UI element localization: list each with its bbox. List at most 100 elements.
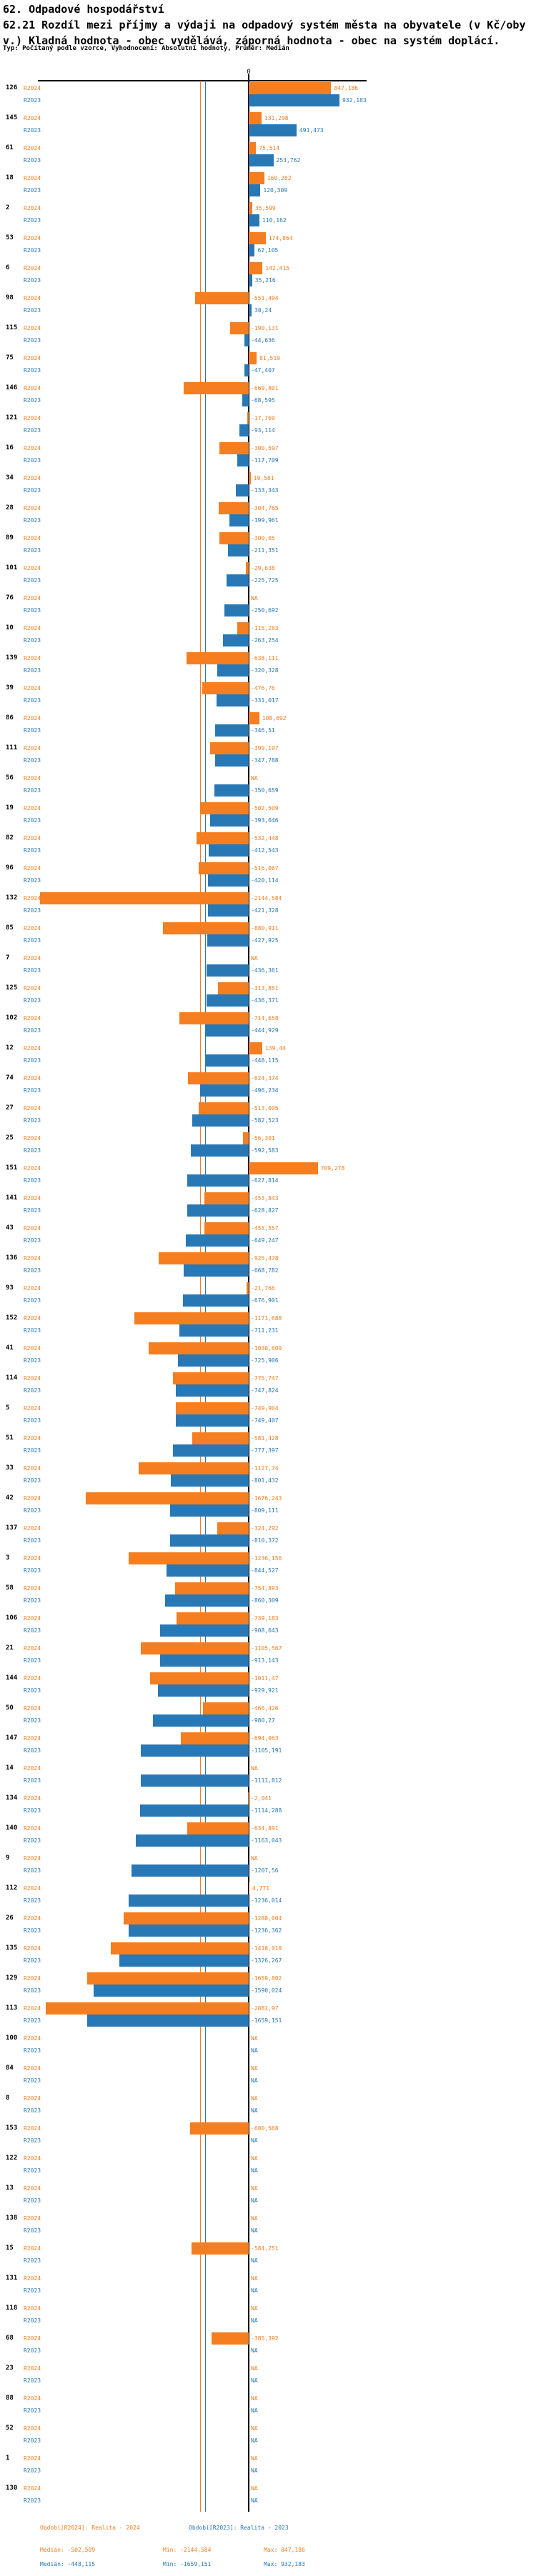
series-label-r2024: R2024 [24, 1795, 41, 1802]
value-label-r2024: -1418,019 [251, 1945, 282, 1952]
bar-r2024 [190, 2122, 249, 2135]
row-id-label: 34 [6, 474, 14, 481]
series-label-r2023: R2023 [24, 1807, 41, 1814]
bar-r2024 [86, 1972, 249, 1985]
bar-r2023 [160, 1624, 249, 1637]
row-id-label: 12 [6, 1044, 14, 1052]
series-label-r2023: R2023 [24, 187, 41, 194]
series-label-r2023: R2023 [24, 2167, 41, 2174]
series-label-r2023: R2023 [24, 1297, 41, 1304]
series-label-r2023: R2023 [24, 1087, 41, 1094]
value-label-r2023: 932,183 [342, 97, 367, 104]
value-label-r2023: -346,51 [251, 727, 275, 734]
bar-r2023 [214, 724, 249, 737]
value-label-r2024: -600,568 [251, 2125, 279, 2132]
series-label-r2024: R2024 [24, 745, 41, 752]
legend-median-r2024: Medián: -502,509 [40, 2547, 96, 2553]
value-label-r2024: -880,911 [251, 925, 279, 932]
row-id-label: 102 [6, 1014, 18, 1022]
row-id-label: 68 [6, 2335, 14, 2342]
series-label-r2024: R2024 [24, 415, 41, 421]
value-label-r2023: -250,692 [251, 607, 279, 614]
bar-r2024 [199, 1102, 249, 1114]
value-label-r2024: NA [251, 2155, 258, 2162]
series-label-r2024: R2024 [24, 2005, 41, 2012]
bar-r2023 [223, 634, 249, 647]
row-id-label: 84 [6, 2065, 14, 2072]
row-id-label: 130 [6, 2485, 18, 2492]
bar-r2023 [185, 1234, 249, 1247]
bar-r2024 [230, 322, 249, 334]
row-id-label: 28 [6, 504, 14, 511]
value-label-r2024: -669,801 [251, 385, 279, 391]
legend-min-r2023: Min: -1659,151 [163, 2561, 212, 2567]
row-id-label: 18 [6, 174, 14, 181]
row-id-label: 139 [6, 654, 18, 662]
series-label-r2024: R2024 [24, 1915, 41, 1922]
bar-r2023 [175, 1414, 249, 1427]
bar-r2023 [140, 1774, 249, 1787]
value-label-r2023: -1326,267 [251, 1957, 282, 1964]
value-label-r2023: NA [251, 2077, 258, 2084]
row-id-label: 39 [6, 684, 14, 692]
bar-r2024 [237, 622, 249, 634]
row-id-label: 8 [6, 2095, 10, 2102]
value-label-r2023: -436,361 [251, 967, 279, 974]
bar-r2023 [237, 454, 249, 466]
bar-r2023 [210, 814, 249, 827]
row-id-label: 14 [6, 1764, 14, 1772]
legend-median-r2023: Medián: -448,115 [40, 2561, 96, 2567]
series-label-r2023: R2023 [24, 1837, 41, 1844]
bar-r2024 [211, 2332, 249, 2345]
value-label-r2023: -810,372 [251, 1537, 279, 1544]
series-label-r2023: R2023 [24, 937, 41, 944]
series-label-r2023: R2023 [24, 1207, 41, 1214]
series-label-r2024: R2024 [24, 1645, 41, 1652]
series-label-r2023: R2023 [24, 2287, 41, 2294]
series-label-r2023: R2023 [24, 397, 41, 404]
series-label-r2024: R2024 [24, 325, 41, 331]
value-label-r2023: 30,24 [254, 307, 272, 314]
value-label-r2024: 160,282 [267, 175, 292, 181]
series-label-r2024: R2024 [24, 265, 41, 271]
value-label-r2024: NA [251, 2095, 258, 2102]
series-label-r2023: R2023 [24, 757, 41, 764]
bar-r2024 [245, 562, 249, 574]
series-label-r2023: R2023 [24, 1687, 41, 1694]
bar-r2024 [249, 1162, 318, 1174]
value-label-r2024: -694,063 [251, 1735, 279, 1742]
row-id-label: 131 [6, 2275, 18, 2282]
row-id-label: 25 [6, 1134, 14, 1142]
series-label-r2023: R2023 [24, 847, 41, 854]
row-id-label: 132 [6, 894, 18, 902]
value-label-r2023: NA [251, 2047, 258, 2054]
bar-r2023 [249, 184, 261, 196]
series-label-r2024: R2024 [24, 1555, 41, 1562]
bar-r2024 [181, 1732, 249, 1744]
value-label-r2023: -47,407 [251, 367, 275, 374]
series-label-r2024: R2024 [24, 625, 41, 631]
series-label-r2023: R2023 [24, 1567, 41, 1574]
series-label-r2023: R2023 [24, 2317, 41, 2324]
series-label-r2023: R2023 [24, 637, 41, 644]
series-label-r2023: R2023 [24, 1357, 41, 1364]
series-label-r2023: R2023 [24, 367, 41, 374]
bar-r2023 [249, 244, 255, 256]
bar-r2023 [170, 1474, 249, 1487]
row-id-label: 93 [6, 1284, 14, 1292]
bar-r2024 [179, 1012, 249, 1024]
bar-r2023 [191, 1144, 249, 1157]
value-label-r2023: -809,111 [251, 1507, 279, 1514]
value-label-r2023: -592,583 [251, 1147, 279, 1154]
series-label-r2024: R2024 [24, 1945, 41, 1952]
row-id-label: 74 [6, 1074, 14, 1082]
bar-r2024 [141, 1642, 249, 1654]
series-label-r2023: R2023 [24, 2047, 41, 2054]
bar-r2024 [148, 1342, 249, 1354]
value-label-r2023: -68,595 [251, 397, 275, 404]
value-label-r2023: -844,527 [251, 1567, 279, 1574]
bar-r2024 [134, 1312, 249, 1324]
bar-r2023 [94, 1985, 249, 1997]
series-label-r2023: R2023 [24, 727, 41, 734]
bar-r2023 [135, 1834, 249, 1847]
